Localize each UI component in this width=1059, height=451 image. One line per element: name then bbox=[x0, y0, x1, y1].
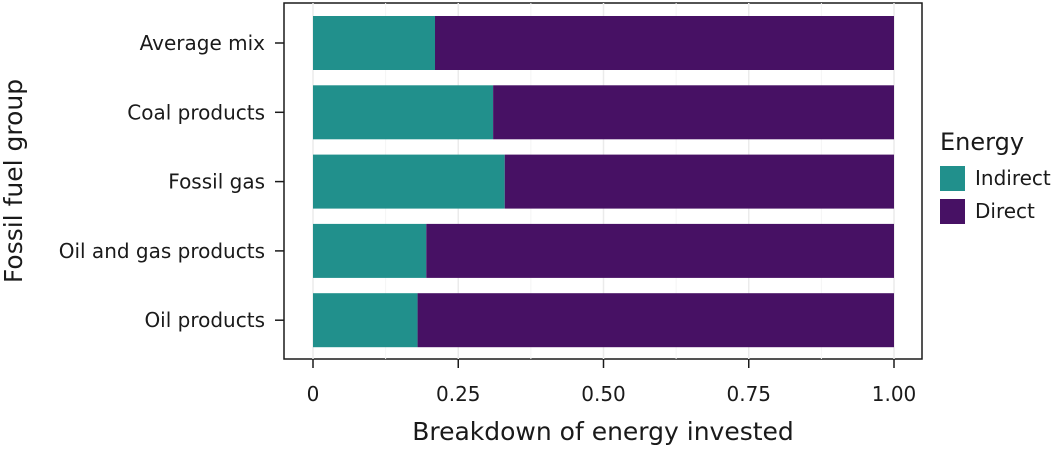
y-axis: Average mix Coal products Fossil gas Oil an… bbox=[59, 31, 284, 332]
legend-key-direct bbox=[940, 199, 965, 224]
legend-key-indirect bbox=[940, 166, 965, 191]
y-tick-label: Oil and gas products bbox=[59, 239, 265, 263]
y-tick-label: Fossil gas bbox=[168, 170, 265, 194]
bar-direct-0 bbox=[435, 16, 894, 70]
bar-indirect-4 bbox=[313, 293, 418, 348]
bar-direct-1 bbox=[493, 85, 894, 140]
x-tick-label: 1.00 bbox=[872, 382, 917, 406]
x-tick-label: 0.75 bbox=[726, 382, 771, 406]
legend-label-indirect: Indirect bbox=[975, 166, 1051, 190]
x-axis: 0 0.25 0.50 0.75 1.00 bbox=[307, 359, 917, 406]
y-tick-label: Oil products bbox=[144, 308, 265, 332]
x-axis-title: Breakdown of energy invested bbox=[412, 417, 794, 446]
x-tick-label: 0.50 bbox=[581, 382, 626, 406]
bar-indirect-0 bbox=[313, 16, 436, 70]
x-tick-label: 0.25 bbox=[436, 382, 481, 406]
bar-direct-2 bbox=[504, 154, 894, 209]
legend: Energy Indirect Direct bbox=[940, 128, 1051, 224]
legend-title: Energy bbox=[940, 128, 1024, 156]
y-tick-label: Average mix bbox=[140, 31, 266, 55]
legend-label-direct: Direct bbox=[975, 199, 1035, 223]
bars bbox=[313, 16, 894, 348]
bar-direct-3 bbox=[426, 223, 894, 278]
bar-direct-4 bbox=[417, 293, 894, 348]
x-tick-label: 0 bbox=[307, 382, 320, 406]
bar-indirect-1 bbox=[313, 85, 494, 140]
y-tick-label: Coal products bbox=[127, 100, 265, 124]
bar-indirect-3 bbox=[313, 223, 427, 278]
bar-indirect-2 bbox=[313, 154, 505, 209]
y-axis-title: Fossil fuel group bbox=[0, 79, 28, 283]
